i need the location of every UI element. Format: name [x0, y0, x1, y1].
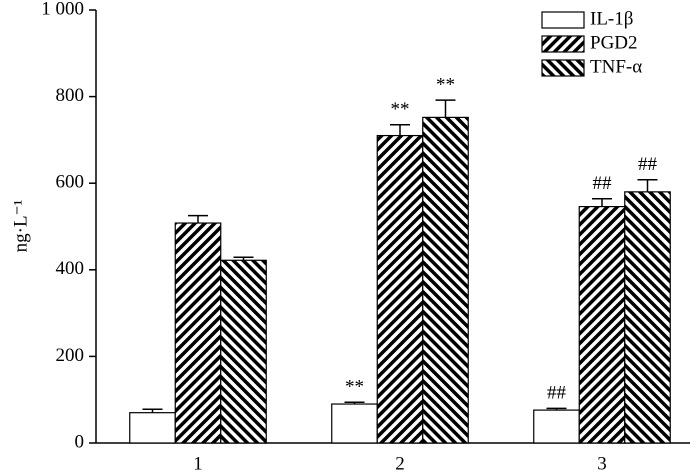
bar: [578, 205, 626, 444]
legend-swatch: [541, 59, 585, 77]
legend-label: PGD2: [590, 32, 638, 53]
bar: [376, 134, 424, 444]
legend-label: TNF-α: [590, 56, 642, 77]
x-tick-label: 3: [597, 453, 607, 474]
bar: [624, 191, 671, 444]
bar: [422, 116, 469, 444]
annotation: **: [391, 99, 410, 120]
y-axis-label: ng·L⁻¹: [10, 199, 31, 252]
bar: [220, 259, 267, 444]
bar: [331, 403, 378, 444]
bar: [533, 409, 580, 444]
annotation: ##: [638, 154, 658, 175]
annotation: **: [345, 377, 364, 398]
bar: [174, 222, 222, 444]
legend-swatch: [541, 35, 585, 53]
y-tick-label: 400: [56, 258, 85, 279]
bar: [129, 412, 176, 444]
y-tick-label: 200: [56, 345, 85, 366]
annotation: **: [436, 74, 455, 95]
y-tick-label: 1 000: [41, 0, 84, 19]
annotation: ##: [547, 383, 567, 404]
legend-label: IL-1β: [590, 8, 633, 29]
x-tick-label: 2: [395, 453, 405, 474]
y-tick-label: 600: [56, 172, 85, 193]
y-tick-label: 800: [56, 85, 85, 106]
legend-swatch: [541, 11, 585, 29]
x-tick-label: 1: [193, 453, 203, 474]
y-tick-label: 0: [75, 431, 85, 452]
annotation: ##: [593, 173, 613, 194]
